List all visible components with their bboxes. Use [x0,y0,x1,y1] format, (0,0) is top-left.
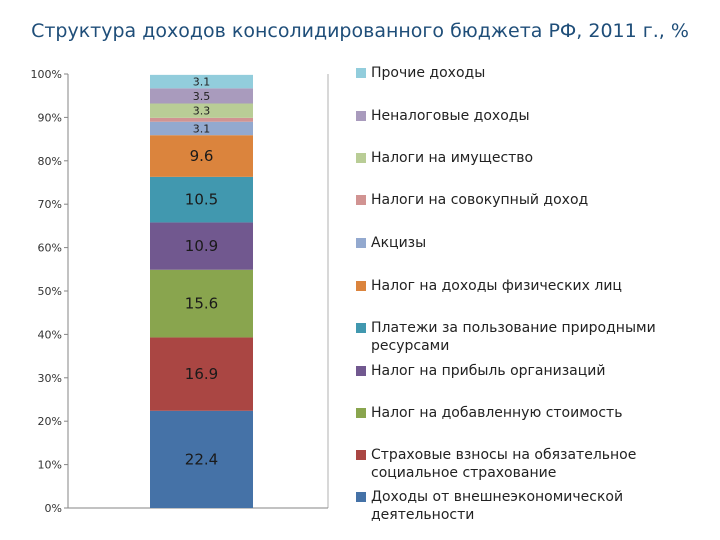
legend-swatch [356,323,366,333]
bar-segment-6 [150,135,253,177]
bar-segment-8 [150,117,253,122]
legend-swatch [356,111,366,121]
bar-segment-10 [150,88,253,104]
data-label-4: 10.9 [185,237,218,255]
bar-segment-7 [150,121,253,136]
bar-segment-4 [150,222,253,270]
bar-segment-9 [150,103,253,118]
y-tick-label: 60% [38,242,62,255]
legend-label: Прочие доходы [371,65,486,81]
legend-swatch [356,281,366,291]
y-tick-label: 40% [38,328,62,341]
data-label-9: 3.3 [193,105,211,118]
y-tick-label: 90% [38,111,62,124]
legend-swatch [356,68,366,78]
data-label-2: 16.9 [185,365,218,383]
legend-swatch [356,238,366,248]
y-tick-label: 10% [38,459,62,472]
data-label-5: 10.5 [185,191,218,209]
data-label-10: 3.5 [193,90,211,103]
data-label-7: 3.1 [193,122,211,135]
legend-label: Налог на доходы физических лиц [371,278,622,294]
bar-segment-2 [150,337,253,411]
bar-segment-1 [150,410,253,508]
y-tick-label: 80% [38,155,62,168]
legend-label: Доходы от внешнеэкономической деятельнос… [371,489,624,523]
bar-segment-3 [150,269,253,338]
bar-segment-5 [150,176,253,223]
data-label-3: 15.6 [185,295,218,313]
legend-swatch [356,408,366,418]
legend-swatch [356,450,366,460]
legend-swatch [356,366,366,376]
data-label-11: 3.1 [193,76,211,89]
legend-label: Налог на прибыль организаций [371,363,606,379]
y-tick-label: 0% [45,502,62,515]
legend-swatch [356,492,366,502]
y-tick-label: 30% [38,372,62,385]
y-tick-label: 100% [31,68,62,81]
legend-swatch [356,195,366,205]
legend-label: Неналоговые доходы [371,108,530,124]
legend-swatch [356,153,366,163]
legend-label: Акцизы [371,235,427,251]
chart-title: Структура доходов консолидированного бюд… [31,20,689,42]
legend-label: Налоги на совокупный доход [371,192,589,208]
y-tick-label: 70% [38,198,62,211]
legend-label: Налог на добавленную стоимость [371,405,623,421]
data-label-1: 22.4 [185,450,218,468]
legend-label: Страховые взносы на обязательное социаль… [371,447,637,481]
legend-label: Платежи за пользование природными ресурс… [371,320,656,354]
y-tick-label: 50% [38,285,62,298]
legend-label: Налоги на имущество [371,150,534,166]
y-tick-label: 20% [38,415,62,428]
bar-segment-11 [150,74,253,89]
data-label-6: 9.6 [190,147,214,165]
